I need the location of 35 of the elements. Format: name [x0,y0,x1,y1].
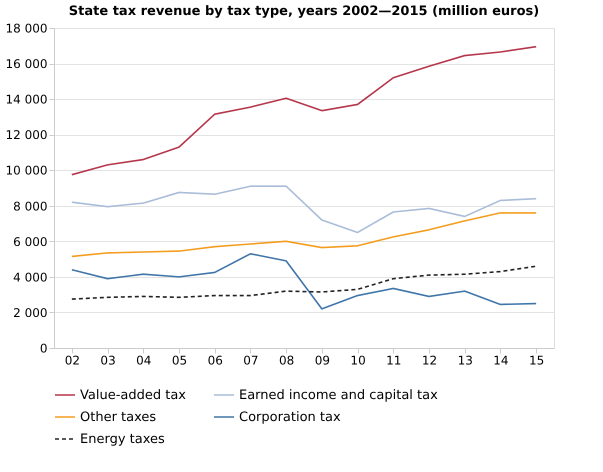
line-series [71,252,537,310]
line-series [71,185,537,234]
x-tick-label: 15 [529,354,544,368]
x-tick-label: 13 [458,354,473,368]
x-tick-label: 14 [493,354,509,368]
x-tick-label: 02 [64,354,80,368]
x-tick-label: 11 [386,354,402,368]
x-tick-label: 12 [422,354,438,368]
y-tick-label: 0 [40,342,48,356]
x-tick-label: 05 [172,354,188,368]
y-tick-label: 2 000 [13,306,48,320]
y-tick-label: 16 000 [6,57,48,72]
x-tick-label: 10 [350,354,366,368]
y-tick-label: 4 000 [13,270,48,284]
y-tick-label: 8 000 [13,199,48,214]
x-tick-label: 04 [136,354,152,368]
legend-label: Corporation tax [239,410,341,425]
y-tick-label: 18 000 [6,22,48,36]
x-tick-label: 07 [243,354,259,368]
chart-title: State tax revenue by tax type, years 2002—2015 (million euros) [68,4,540,19]
legend-label: Energy taxes [80,432,165,447]
y-tick-label: 12 000 [6,128,48,142]
line-series [71,46,537,176]
legend-label: Value-added tax [80,388,186,403]
legend-label: Other taxes [80,410,156,425]
x-tick-label: 08 [279,354,294,368]
legend-label: Earned income and capital tax [239,388,438,403]
y-tick-label: 10 000 [6,164,48,178]
x-tick-label: 03 [100,354,116,368]
y-tick-label: 6 000 [13,234,48,249]
line-series [71,265,537,300]
line-series [71,212,537,258]
y-tick-label: 14 000 [6,92,48,107]
x-tick-label: 06 [208,354,223,368]
x-tick-label: 09 [314,354,330,368]
